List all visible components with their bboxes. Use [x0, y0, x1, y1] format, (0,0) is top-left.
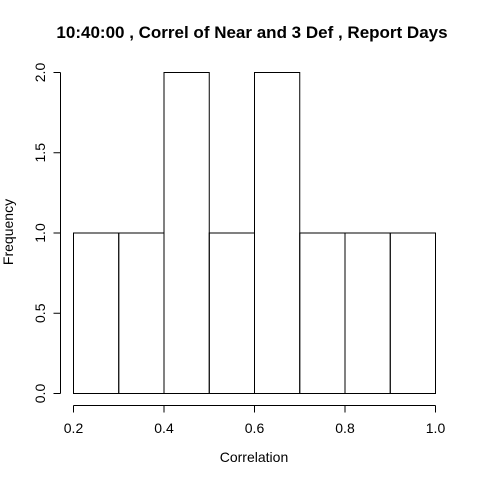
x-tick-label: 0.6	[245, 420, 265, 436]
histogram-bar	[299, 232, 346, 394]
y-tick-label: 2.0	[32, 63, 48, 83]
histogram-bar	[208, 232, 255, 394]
y-tick-label: 0.5	[32, 303, 48, 323]
y-tick-label: 0.0	[32, 384, 48, 404]
x-tick-label: 1.0	[426, 420, 446, 436]
x-tick-label: 0.2	[64, 420, 84, 436]
chart-title: 10:40:00 , Correl of Near and 3 Def , Re…	[56, 23, 447, 42]
x-tick-label: 0.8	[335, 420, 355, 436]
histogram-bar	[73, 232, 120, 394]
y-tick-label: 1.5	[32, 143, 48, 163]
histogram-bar	[118, 232, 165, 394]
histogram-bar	[254, 72, 301, 394]
x-axis: 0.2 0.4 0.6 0.8 1.0	[64, 405, 446, 436]
x-axis-label: Correlation	[220, 449, 288, 465]
histogram-bars	[73, 72, 436, 394]
y-tick-label: 1.0	[32, 223, 48, 243]
histogram-bar	[163, 72, 210, 394]
y-axis-label: Frequency	[0, 199, 16, 265]
y-axis: 0.0 0.5 1.0 1.5 2.0	[32, 63, 61, 404]
histogram-bar	[389, 232, 436, 394]
histogram-bar	[344, 232, 391, 394]
x-tick-label: 0.4	[154, 420, 174, 436]
